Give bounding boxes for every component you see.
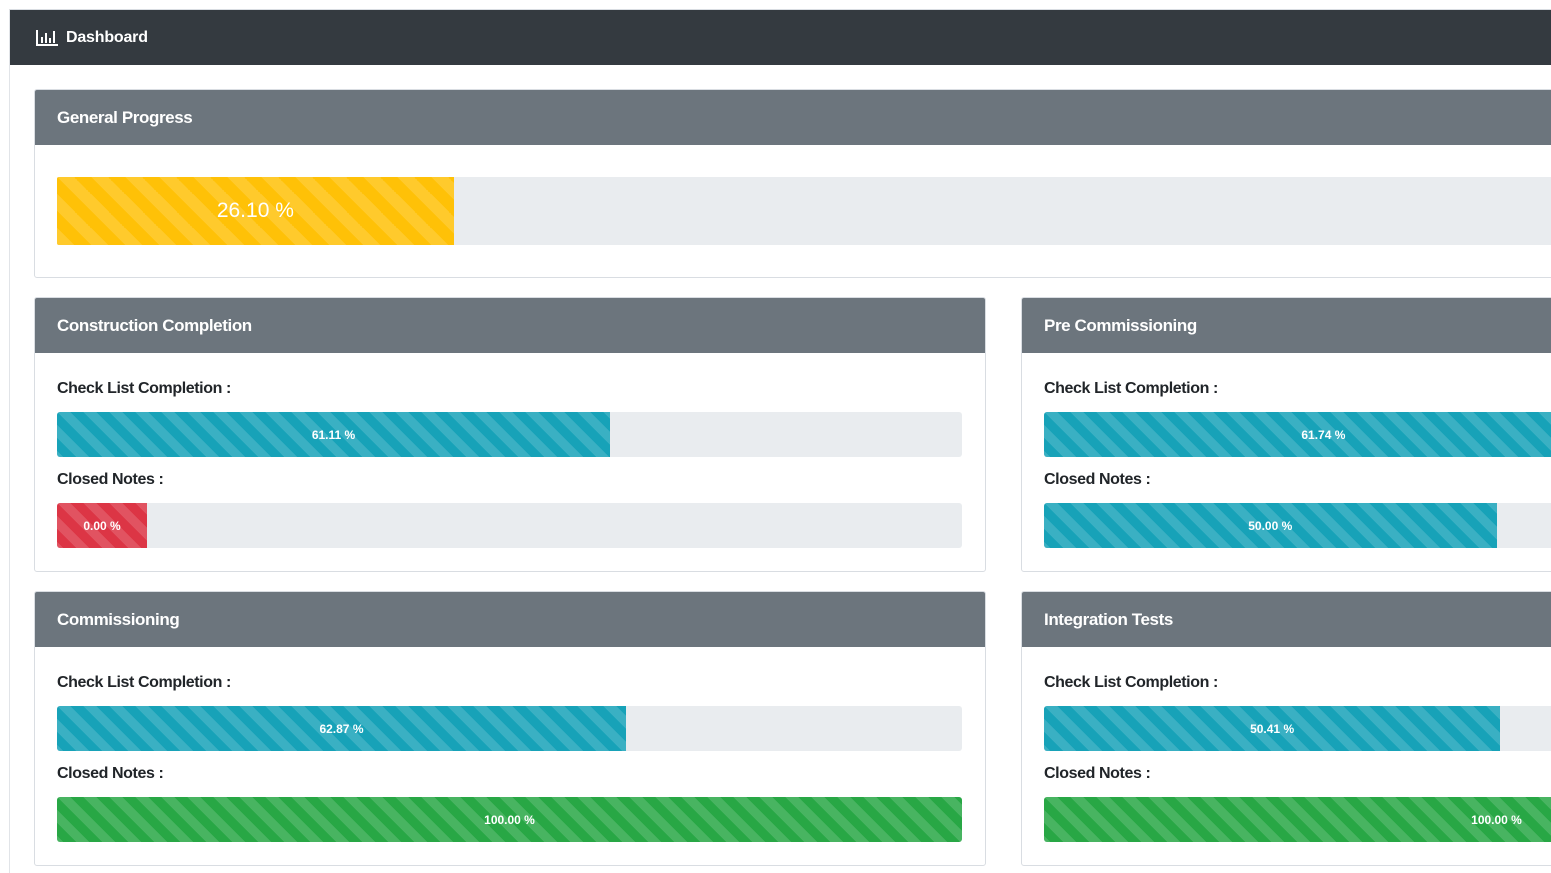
- closed-notes-progress-bar: 0.00 %: [57, 503, 147, 548]
- closed-notes-label: Closed Notes :: [1044, 765, 1151, 782]
- checklist-progress-bar: 62.87 %: [57, 706, 626, 751]
- pre-commissioning-card: Pre Commissioning Check List Completion …: [1021, 297, 1551, 572]
- checklist-label: Check List Completion :: [1044, 674, 1218, 691]
- closed-notes-label: Closed Notes :: [1044, 471, 1151, 488]
- general-progress-card: General Progress 26.10 %: [34, 89, 1551, 278]
- closed-notes-track: 100.00 %: [57, 797, 962, 842]
- bar-chart-icon: [35, 29, 59, 47]
- card-header: Integration Tests: [1022, 592, 1551, 647]
- closed-notes-label: Closed Notes :: [57, 471, 164, 488]
- closed-notes-progress-bar: 50.00 %: [1044, 503, 1497, 548]
- commissioning-card: Commissioning Check List Completion : 62…: [34, 591, 986, 866]
- checklist-value: 61.11 %: [311, 427, 356, 442]
- checklist-track: 50.41 %: [1044, 706, 1551, 751]
- general-progress-value: 26.10 %: [216, 199, 294, 222]
- closed-notes-progress-bar: 100.00 %: [57, 797, 962, 842]
- closed-notes-track: 50.00 %: [1044, 503, 1551, 548]
- checklist-progress-bar: 61.74 %: [1044, 412, 1551, 457]
- closed-notes-value: 100.00 %: [484, 812, 535, 827]
- top-navbar: Dashboard: [10, 10, 1551, 65]
- checklist-label: Check List Completion :: [1044, 380, 1218, 397]
- checklist-label: Check List Completion :: [57, 674, 231, 691]
- closed-notes-progress-bar: 100.00 %: [1044, 797, 1551, 842]
- checklist-track: 61.11 %: [57, 412, 962, 457]
- general-progress-track: 26.10 %: [57, 177, 1551, 245]
- checklist-value: 50.41 %: [1250, 721, 1295, 736]
- closed-notes-track: 0.00 %: [57, 503, 962, 548]
- closed-notes-value: 0.00 %: [83, 518, 121, 533]
- dashboard-title[interactable]: Dashboard: [66, 28, 148, 46]
- closed-notes-value: 50.00 %: [1248, 518, 1293, 533]
- card-header: Construction Completion: [35, 298, 985, 353]
- card-header: Commissioning: [35, 592, 985, 647]
- general-progress-bar: 26.10 %: [57, 177, 454, 245]
- checklist-progress-bar: 61.11 %: [57, 412, 611, 457]
- general-progress-header: General Progress: [35, 90, 1551, 145]
- checklist-value: 61.74 %: [1301, 427, 1346, 442]
- checklist-value: 62.87 %: [319, 721, 364, 736]
- dashboard-frame: Dashboard General Progress 26.10 % Const…: [9, 9, 1551, 873]
- construction-completion-card: Construction Completion Check List Compl…: [34, 297, 986, 572]
- checklist-track: 62.87 %: [57, 706, 962, 751]
- checklist-progress-bar: 50.41 %: [1044, 706, 1501, 751]
- checklist-track: 61.74 %: [1044, 412, 1551, 457]
- closed-notes-label: Closed Notes :: [57, 765, 164, 782]
- card-header: Pre Commissioning: [1022, 298, 1551, 353]
- closed-notes-value: 100.00 %: [1471, 812, 1522, 827]
- closed-notes-track: 100.00 %: [1044, 797, 1551, 842]
- checklist-label: Check List Completion :: [57, 380, 231, 397]
- integration-tests-card: Integration Tests Check List Completion …: [1021, 591, 1551, 866]
